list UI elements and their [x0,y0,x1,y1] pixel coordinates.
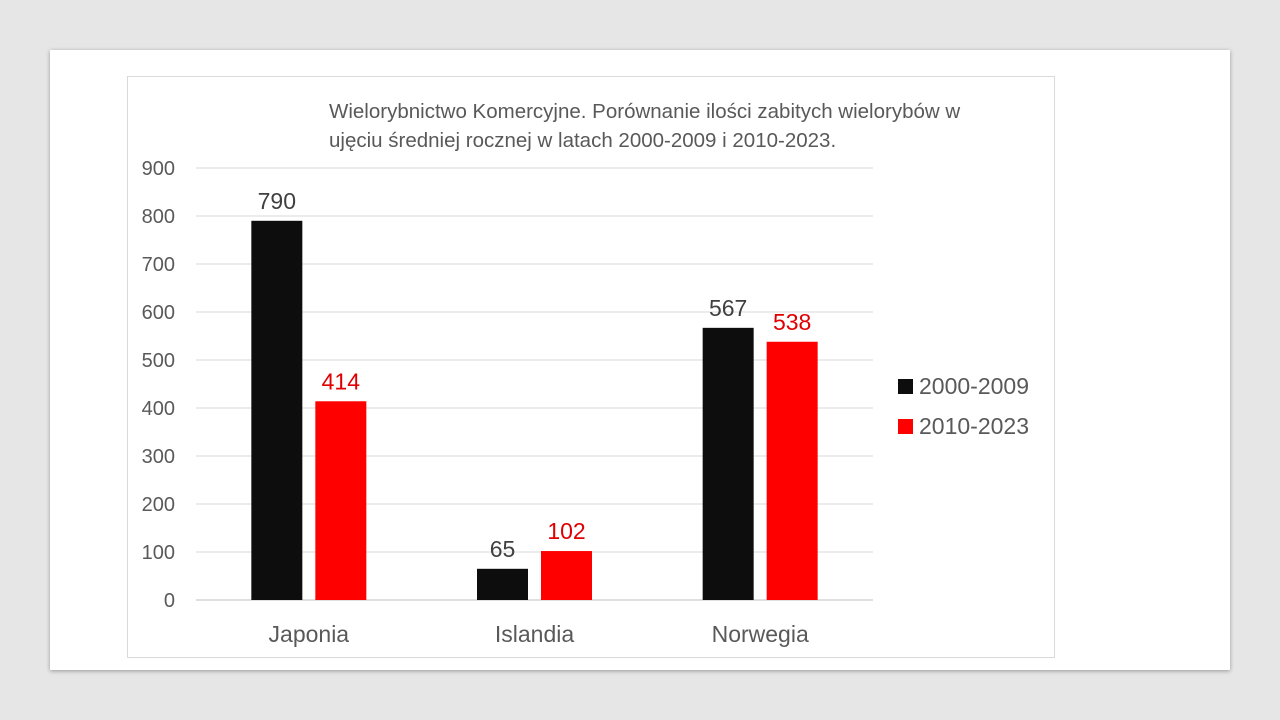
y-tick-label: 100 [142,542,175,564]
y-tick-label: 400 [142,398,175,420]
y-tick-label: 600 [142,302,175,324]
data-label-norwegia-series-1: 567 [709,295,747,321]
gridlines [196,167,873,601]
bar-islandia-series-1 [477,568,528,600]
x-axis-category-labels: Japonia Islandia Norwegia [269,621,809,647]
data-label-islandia-series-2: 102 [547,518,585,544]
bar-islandia-series-2 [541,551,592,600]
data-labels: 790 414 65 102 567 538 [258,188,812,562]
bar-norwegia-series-1 [702,327,754,600]
bar-japonia-series-1 [251,220,303,601]
x-category-label-norwegia: Norwegia [712,621,809,647]
legend-label-series-2: 2010-2023 [919,412,1029,439]
chart-title: Wielorybnictwo Komercyjne. Porównanie il… [329,100,961,152]
data-label-japonia-series-1: 790 [258,188,296,214]
data-label-norwegia-series-2: 538 [773,309,811,335]
y-tick-label: 500 [142,350,175,372]
legend-swatch-series-1 [898,378,913,394]
bar-japonia-series-2 [315,401,367,600]
legend-swatch-series-2 [898,418,913,434]
x-category-label-islandia: Islandia [495,621,574,647]
y-tick-label: 200 [142,494,175,516]
x-category-label-japonia: Japonia [269,621,350,647]
y-tick-label: 700 [142,254,175,276]
data-label-japonia-series-2: 414 [322,368,361,394]
y-axis-tick-labels: 0 100 200 300 400 500 600 700 800 900 [142,158,175,612]
legend-item-series-1: 2000-2009 [898,366,1029,406]
legend: 2000-2009 2010-2023 [898,366,1029,446]
legend-item-series-2: 2010-2023 [898,406,1029,446]
y-tick-label: 900 [142,158,175,180]
y-tick-label: 300 [142,446,175,468]
y-tick-label: 800 [142,206,175,228]
bars [251,220,818,601]
bar-norwegia-series-2 [766,341,818,600]
data-label-islandia-series-1: 65 [490,536,516,562]
legend-label-series-1: 2000-2009 [919,372,1029,399]
y-tick-label: 0 [164,590,175,612]
